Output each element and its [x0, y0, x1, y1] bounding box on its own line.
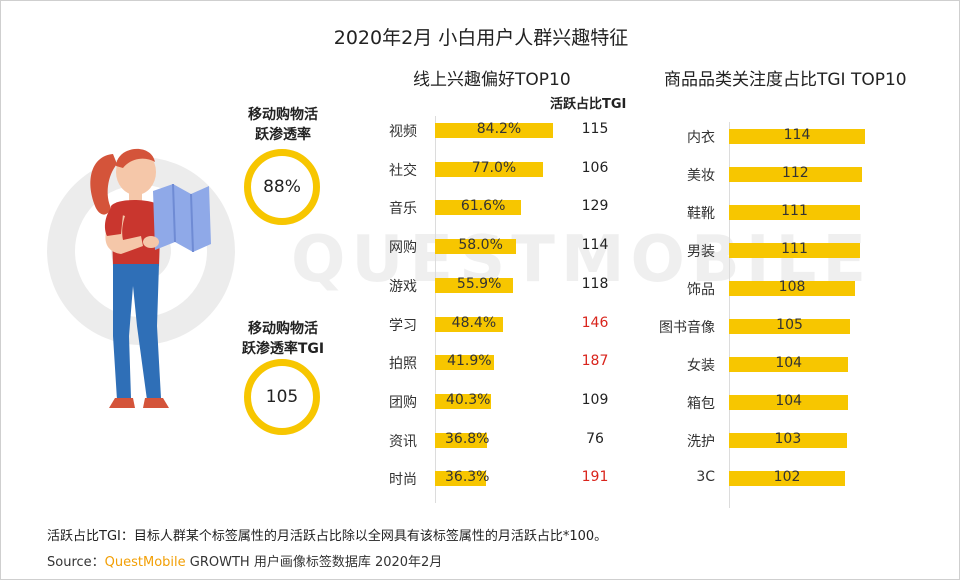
interest-category-label: 音乐 — [389, 201, 417, 218]
category-bar — [729, 205, 861, 220]
category-bar-value: 103 — [774, 431, 802, 447]
woman-with-map-illustration — [90, 148, 211, 408]
category-bar — [729, 129, 865, 144]
category-bar — [729, 471, 846, 486]
interest-bar-value: 61.6% — [460, 198, 506, 215]
interest-bar — [435, 432, 487, 448]
interest-bar-value: 77.0% — [471, 159, 517, 176]
interest-category-label: 拍照 — [389, 356, 417, 373]
interest-axis-line — [435, 116, 436, 503]
interest-bar-value: 36.8% — [445, 430, 490, 447]
category-bar-value: 105 — [776, 317, 803, 333]
category-label: 女装 — [687, 358, 715, 374]
category-label: 内衣 — [687, 130, 715, 146]
category-label: 洗护 — [687, 434, 715, 450]
interest-category-label: 资讯 — [389, 433, 417, 450]
interest-tgi-value: 187 — [581, 353, 609, 370]
interest-tgi-value: 106 — [581, 159, 609, 176]
kpi-penetration-label-line1: 移动购物活 — [248, 107, 318, 123]
kpi-penetration-value: 88% — [263, 177, 301, 197]
interest-bar — [435, 200, 522, 216]
interest-tgi-value: 115 — [581, 121, 609, 137]
source-rest: GROWTH 用户画像标签数据库 2020年2月 — [185, 555, 443, 570]
category-bar-value: 112 — [781, 165, 809, 181]
watermark-text: QUESTMOBILE — [291, 223, 873, 297]
interest-tgi-value: 76 — [586, 430, 604, 447]
footnote: 活跃占比TGI：目标人群某个标签属性的月活跃占比除以全网具有该标签属性的月活跃占… — [47, 529, 608, 544]
category-bar-value: 104 — [775, 393, 803, 409]
category-bar — [729, 167, 862, 182]
kpi-penetration-label: 移动购物活 跃渗透率 — [223, 105, 343, 145]
category-label: 美妆 — [687, 168, 715, 184]
category-axis-line — [729, 122, 730, 508]
category-bar — [729, 319, 851, 334]
category-bar — [729, 357, 849, 372]
tgi-column-header: 活跃占比TGI — [550, 97, 627, 112]
category-bar-value: 114 — [783, 127, 811, 143]
interest-bar — [435, 161, 543, 177]
interest-category-label: 团购 — [389, 394, 417, 411]
kpi-tgi-value: 105 — [265, 387, 299, 407]
interest-category-label: 视频 — [389, 124, 417, 140]
kpi-tgi-label-line2: 跃渗透率TGI — [241, 341, 325, 357]
interest-category-label: 时尚 — [389, 472, 417, 489]
kpi-tgi-label-line1: 移动购物活 — [248, 321, 318, 337]
interest-tgi-value: 146 — [581, 314, 609, 331]
interest-bar-value: 40.3% — [445, 391, 491, 408]
page-title: 2020年2月 小白用户人群兴趣特征 — [333, 27, 629, 49]
interest-bar-value: 84.2% — [476, 121, 522, 137]
source-line: Source：QuestMobile GROWTH 用户画像标签数据库 2020… — [47, 551, 442, 570]
interest-bar — [435, 393, 492, 409]
interest-bar-value: 48.4% — [451, 314, 497, 331]
interest-tgi-value: 129 — [581, 198, 609, 215]
category-bar-value: 102 — [773, 469, 801, 485]
kpi-tgi-label: 移动购物活 跃渗透率TGI — [221, 319, 345, 359]
interest-bar — [435, 316, 503, 332]
source-prefix: Source： — [47, 555, 105, 570]
interest-bar — [435, 123, 553, 138]
source-brand: QuestMobile — [104, 555, 186, 570]
interest-bar-value: 41.9% — [447, 353, 492, 370]
category-bar-value: 104 — [775, 355, 803, 371]
interest-category-label: 学习 — [389, 317, 417, 334]
category-label: 鞋靴 — [687, 206, 715, 222]
interest-chart-title: 线上兴趣偏好TOP10 — [413, 70, 571, 90]
interest-tgi-value: 191 — [581, 469, 609, 486]
category-label: 3C — [696, 469, 715, 485]
category-bar-value: 111 — [781, 203, 808, 219]
interest-bar — [435, 471, 486, 487]
interest-bar — [435, 355, 494, 371]
kpi-penetration-label-line2: 跃渗透率 — [255, 127, 311, 143]
interest-tgi-value: 109 — [581, 391, 609, 408]
category-bar — [729, 433, 847, 448]
category-chart-title: 商品品类关注度占比TGI TOP10 — [664, 70, 907, 90]
kpi-penetration-ring: 88% — [244, 149, 320, 225]
interest-category-label: 社交 — [389, 162, 417, 179]
category-label: 箱包 — [687, 396, 715, 412]
kpi-tgi-ring: 105 — [244, 359, 320, 435]
category-label: 图书音像 — [659, 320, 715, 336]
category-bar — [729, 395, 849, 410]
interest-bar-value: 36.3% — [445, 469, 490, 486]
